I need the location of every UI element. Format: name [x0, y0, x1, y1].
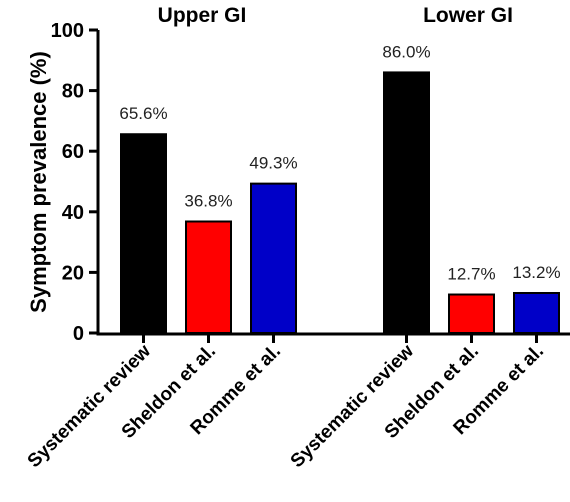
y-tick-label: 40	[62, 202, 84, 224]
group-title-lower-gi: Lower GI	[423, 4, 513, 27]
y-tick-label: 0	[73, 323, 84, 345]
bar	[383, 71, 430, 334]
bar	[185, 220, 232, 334]
bar-series	[120, 71, 560, 335]
group-title-upper-gi: Upper GI	[158, 4, 247, 27]
bar	[513, 292, 560, 334]
data-label: 65.6%	[119, 104, 167, 123]
data-label: 12.7%	[447, 265, 495, 284]
bar	[448, 293, 495, 335]
y-tick-label: 100	[51, 20, 84, 42]
y-axis-label: Symptom prevalence (%)	[26, 51, 51, 313]
data-label: 86.0%	[382, 42, 430, 61]
y-axis-ticks: 0 20 40 60 80 100	[51, 20, 98, 345]
bar	[250, 182, 297, 334]
y-tick-label: 20	[62, 262, 84, 284]
data-label: 13.2%	[512, 263, 560, 282]
y-tick-label: 80	[62, 81, 84, 103]
data-label: 36.8%	[184, 191, 232, 210]
data-label: 49.3%	[249, 154, 297, 173]
x-category-label: Systematic review	[24, 341, 156, 473]
bar	[120, 133, 167, 334]
x-category-label: Systematic review	[287, 341, 419, 473]
y-tick-label: 60	[62, 141, 84, 163]
data-labels: 65.6% 36.8% 49.3% 86.0% 12.7% 13.2%	[119, 42, 560, 283]
